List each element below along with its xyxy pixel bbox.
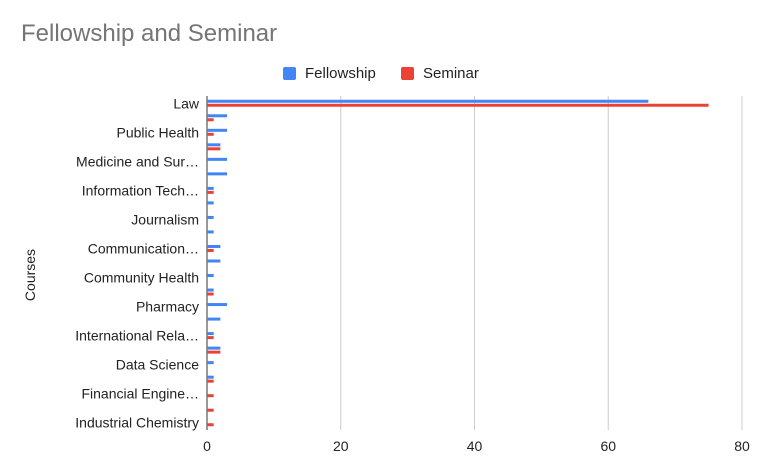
- bar-seminar: [207, 248, 214, 252]
- bar-seminar: [207, 118, 214, 122]
- legend[interactable]: Fellowship Seminar: [0, 62, 768, 84]
- bar-fellowship: [207, 332, 214, 336]
- legend-label-seminar: Seminar: [423, 64, 479, 82]
- bar-fellowship: [207, 303, 228, 307]
- bar-seminar: [207, 394, 214, 398]
- y-tick-label: Information Tech…: [82, 182, 199, 198]
- x-tick-label: 0: [203, 438, 211, 454]
- y-tick-label: Pharmacy: [136, 299, 199, 315]
- y-tick-label: Journalism: [131, 211, 199, 227]
- bar-fellowship: [207, 244, 221, 248]
- chart-title: Fellowship and Seminar: [21, 20, 278, 47]
- x-tick-label: 40: [467, 438, 483, 454]
- legend-swatch-seminar: [401, 66, 414, 80]
- y-tick-label: Community Health: [84, 270, 199, 286]
- bar-fellowship: [207, 186, 214, 190]
- bar-seminar: [207, 132, 214, 136]
- legend-label-fellowship: Fellowship: [305, 64, 376, 82]
- bar-fellowship: [207, 201, 214, 205]
- bar-fellowship: [207, 259, 221, 263]
- bar-seminar: [207, 103, 709, 107]
- bar-seminar: [207, 350, 221, 354]
- bar-fellowship: [207, 361, 214, 365]
- x-tick-label: 80: [734, 438, 750, 454]
- y-tick-label: Data Science: [116, 357, 199, 373]
- y-tick-label: Law: [173, 95, 200, 111]
- bar-seminar: [207, 379, 214, 383]
- bar-seminar: [207, 190, 214, 194]
- x-tick-label: 20: [333, 438, 349, 454]
- bar-fellowship: [207, 172, 228, 176]
- bar-fellowship: [207, 230, 214, 234]
- bar-seminar: [207, 408, 214, 412]
- bar-fellowship: [207, 99, 649, 103]
- legend-item-seminar[interactable]: Seminar: [401, 62, 479, 84]
- bar-fellowship: [207, 317, 221, 321]
- legend-swatch-fellowship: [283, 66, 296, 80]
- bar-seminar: [207, 423, 214, 427]
- bar-fellowship: [207, 215, 214, 219]
- bar-fellowship: [207, 375, 214, 379]
- x-tick-label: 60: [600, 438, 616, 454]
- bar-fellowship: [207, 143, 221, 147]
- y-tick-label: International Rela…: [75, 328, 199, 344]
- bar-fellowship: [207, 157, 228, 161]
- y-tick-label: Financial Engine…: [81, 386, 199, 402]
- bar-fellowship: [207, 128, 228, 132]
- legend-item-fellowship[interactable]: Fellowship: [283, 62, 376, 84]
- y-tick-label: Public Health: [117, 124, 200, 140]
- bar-seminar: [207, 336, 214, 340]
- bar-fellowship: [207, 114, 228, 118]
- y-tick-label: Communication…: [88, 240, 199, 256]
- bar-seminar: [207, 147, 221, 151]
- bar-seminar: [207, 292, 214, 296]
- bar-fellowship: [207, 288, 214, 292]
- y-tick-label: Medicine and Sur…: [76, 153, 199, 169]
- bar-fellowship: [207, 274, 214, 278]
- bar-fellowship: [207, 346, 221, 350]
- y-tick-label: Industrial Chemistry: [75, 415, 199, 431]
